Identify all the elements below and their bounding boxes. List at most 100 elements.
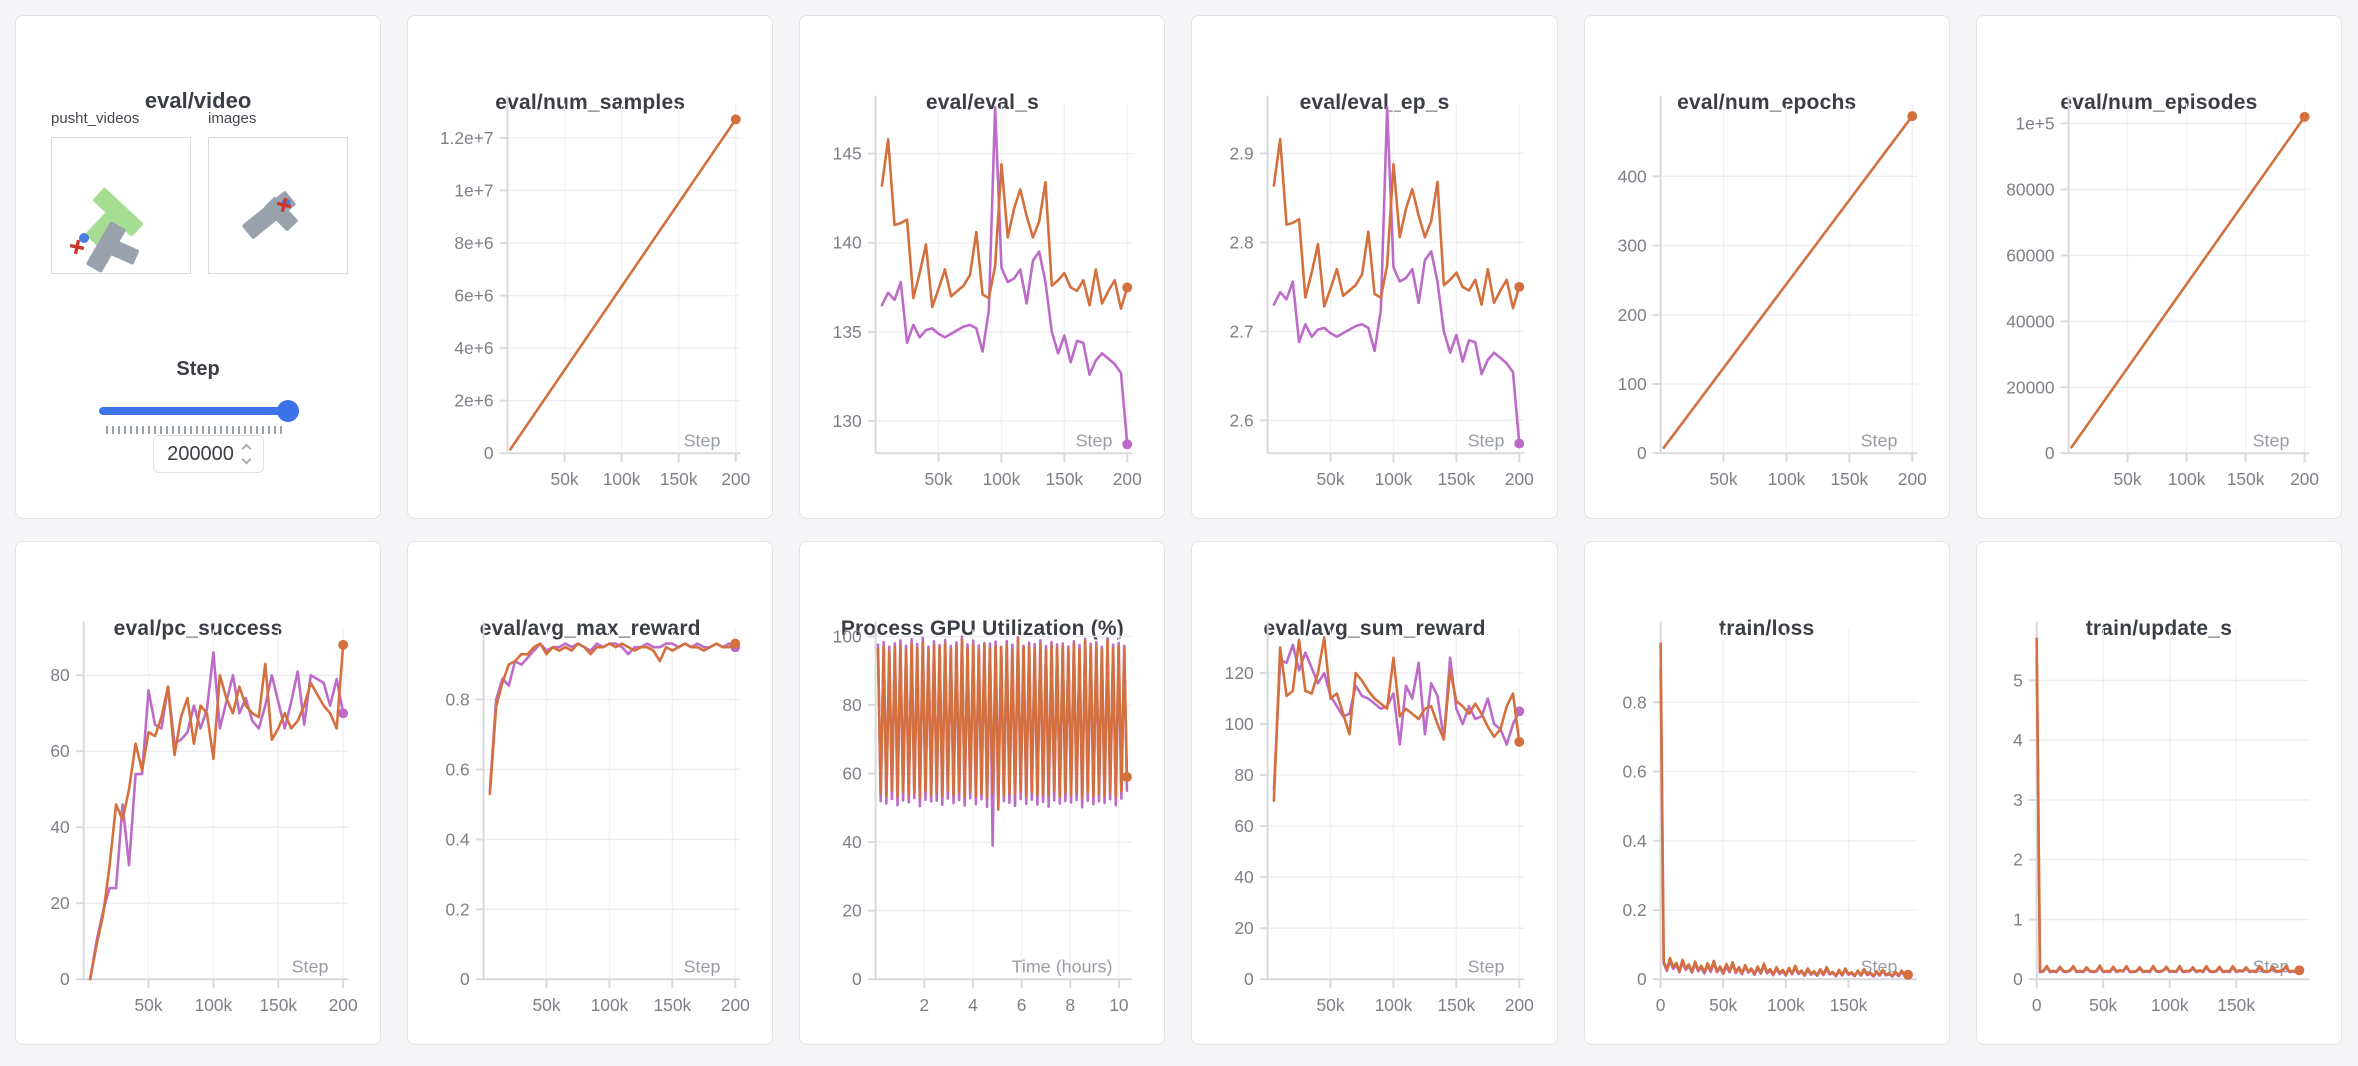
svg-text:50k: 50k [551, 469, 579, 489]
line-chart-eval-num-samples[interactable]: 50k 100k 150k 200 0 2e+6 4e+6 6e+6 8e+6 1e+7 1.2e+… [408, 16, 772, 518]
line-chart-eval-num-epochs[interactable]: 50k 100k 150k 200 0 100 200 300 400 Step [1585, 16, 1949, 518]
svg-text:0: 0 [2045, 443, 2055, 463]
svg-text:60: 60 [843, 764, 862, 784]
svg-text:Step: Step [2252, 430, 2289, 450]
svg-text:200: 200 [1505, 469, 1534, 489]
svg-text:8e+6: 8e+6 [455, 233, 494, 253]
goal-cross [69, 239, 85, 255]
svg-text:130: 130 [833, 411, 862, 431]
chart-title: train/loss [1719, 617, 1815, 640]
slider-tick-marks [106, 426, 286, 434]
svg-text:60: 60 [50, 741, 69, 761]
svg-text:50k: 50k [134, 995, 162, 1015]
line-chart-eval-avg-sum-reward[interactable]: 50k 100k 150k 200 0 20 40 60 80 100 120 Step [1192, 542, 1556, 1044]
svg-text:140: 140 [833, 233, 862, 253]
svg-text:Step: Step [1076, 430, 1113, 450]
svg-text:120: 120 [1225, 663, 1254, 683]
media-label: pusht_videos [51, 110, 140, 127]
svg-text:0.4: 0.4 [1622, 831, 1647, 851]
svg-text:0: 0 [2032, 995, 2042, 1015]
svg-text:1: 1 [2013, 909, 2023, 929]
svg-text:200: 200 [1897, 469, 1926, 489]
svg-text:40: 40 [1235, 867, 1254, 887]
agent-dot [79, 233, 89, 243]
line-chart-eval-pc-success[interactable]: 50k 100k 150k 200 0 20 40 60 80 Step [16, 542, 380, 1044]
svg-text:0: 0 [60, 969, 70, 989]
svg-text:100k: 100k [195, 995, 233, 1015]
svg-text:40000: 40000 [2006, 311, 2054, 331]
chart-title: train/update_s [2085, 617, 2233, 640]
step-slider-label: Step [176, 358, 220, 380]
stepper-arrows[interactable] [241, 443, 252, 465]
panel-train-update-s: train/update_s 0 50k 100k 150k 0 1 2 3 4 5 Step [1975, 541, 2342, 1045]
svg-text:2.9: 2.9 [1230, 143, 1254, 163]
panel-eval-num-epochs: eval/num_epochs 50k 100k 150k 200 0 100 200 300… [1583, 15, 1950, 519]
line-chart-eval-avg-max-reward[interactable]: 50k 100k 150k 200 0 0.2 0.4 0.6 0.8 Step [408, 542, 772, 1044]
svg-text:300: 300 [1617, 236, 1646, 256]
pusht-video-thumbnail[interactable] [51, 137, 191, 274]
svg-text:Step: Step [1860, 430, 1897, 450]
svg-text:0.8: 0.8 [1622, 692, 1646, 712]
svg-text:Step: Step [1468, 956, 1505, 976]
line-chart-eval-eval-ep-s[interactable]: 50k 100k 150k 200 2.6 2.7 2.8 2.9 Step [1192, 16, 1556, 518]
gray-t-arm [99, 235, 139, 265]
svg-text:50k: 50k [1709, 469, 1737, 489]
line-chart-train-loss[interactable]: 0 50k 100k 150k 0 0.2 0.4 0.6 0.8 Step [1585, 542, 1949, 1044]
svg-text:3: 3 [2013, 790, 2023, 810]
svg-text:100k: 100k [2151, 995, 2189, 1015]
step-slider[interactable] [99, 400, 299, 422]
chart-title: eval/avg_max_reward [479, 617, 701, 640]
line-chart-eval-eval-s[interactable]: 50k 100k 150k 200 130 135 140 145 Step [800, 16, 1164, 518]
svg-text:1e+7: 1e+7 [455, 180, 494, 200]
increment-icon[interactable] [241, 443, 252, 454]
step-slider-handle[interactable] [277, 400, 299, 422]
panel-eval-eval-ep-s: eval/eval_ep_s 50k 100k 150k 200 2.6 2.7 2.8 2.… [1191, 15, 1558, 519]
svg-text:0.6: 0.6 [1622, 762, 1646, 782]
svg-text:100: 100 [833, 626, 862, 646]
images-scene-image [242, 191, 298, 239]
svg-text:40: 40 [843, 832, 862, 852]
svg-text:50k: 50k [1317, 469, 1345, 489]
chart-title: Process GPU Utilization (%) [840, 617, 1124, 640]
panel-title: eval/video [144, 88, 252, 113]
svg-text:6e+6: 6e+6 [455, 286, 494, 306]
svg-text:150k: 150k [259, 995, 297, 1015]
svg-text:100k: 100k [2168, 469, 2206, 489]
svg-text:60: 60 [1235, 816, 1254, 836]
svg-text:200: 200 [1617, 305, 1646, 325]
svg-text:Step: Step [1468, 430, 1505, 450]
svg-text:4e+6: 4e+6 [455, 338, 494, 358]
svg-text:80: 80 [50, 665, 69, 685]
svg-text:0: 0 [2013, 969, 2023, 989]
svg-text:0.2: 0.2 [446, 899, 470, 919]
svg-text:200: 200 [721, 995, 750, 1015]
svg-text:100k: 100k [1767, 469, 1805, 489]
images-thumbnail[interactable] [208, 137, 348, 274]
panel-eval-num-samples: eval/num_samples 50k 100k 150k 200 0 2e+6 4e+6… [407, 15, 774, 519]
svg-text:4: 4 [968, 995, 978, 1015]
pusht-scene-image [69, 187, 144, 273]
svg-text:80000: 80000 [2006, 179, 2054, 199]
svg-text:50k: 50k [1709, 995, 1737, 1015]
chart-title: eval/num_episodes [2060, 91, 2258, 114]
chart-title: eval/eval_ep_s [1299, 91, 1450, 114]
line-chart-eval-num-episodes[interactable]: 50k 100k 150k 200 0 20000 40000 60000 80000 1e+5 S… [1977, 16, 2341, 518]
step-slider-track[interactable] [99, 407, 299, 415]
svg-text:145: 145 [833, 144, 862, 164]
svg-text:80: 80 [843, 695, 862, 715]
decrement-icon[interactable] [241, 454, 252, 465]
step-input[interactable]: 200000 [153, 435, 264, 473]
svg-text:200: 200 [1505, 995, 1534, 1015]
svg-text:150k: 150k [660, 469, 698, 489]
svg-text:100k: 100k [1375, 995, 1413, 1015]
svg-text:Step: Step [684, 956, 721, 976]
svg-text:0.8: 0.8 [446, 690, 470, 710]
chart-title: eval/eval_s [925, 91, 1039, 114]
green-t-shape [85, 187, 144, 246]
svg-text:100k: 100k [603, 469, 641, 489]
svg-text:200: 200 [329, 995, 358, 1015]
svg-text:0: 0 [1637, 969, 1647, 989]
